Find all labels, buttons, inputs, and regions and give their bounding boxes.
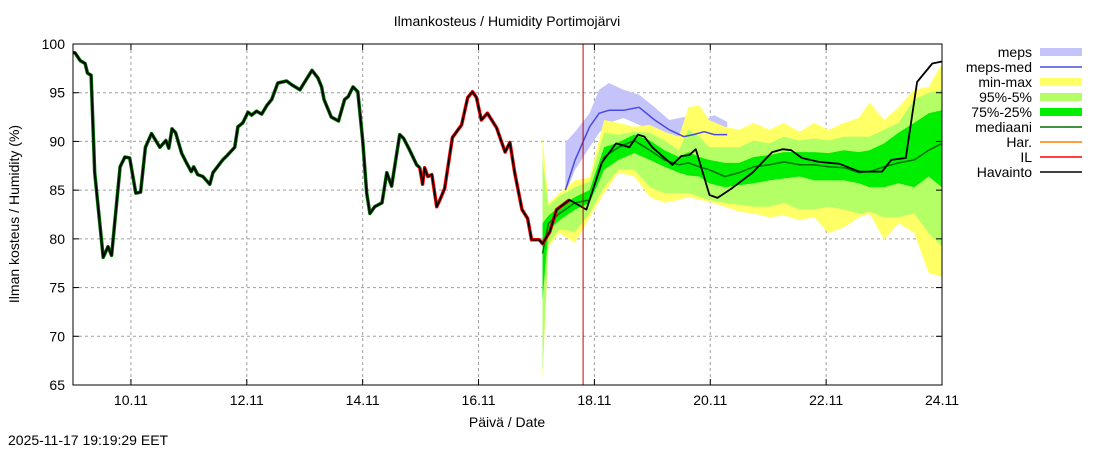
legend-swatch-minmax bbox=[1040, 78, 1082, 86]
legend-label: Har. bbox=[1006, 134, 1032, 150]
legend-label: IL bbox=[1020, 149, 1032, 165]
y-tick-label: 80 bbox=[49, 231, 65, 247]
series-lines bbox=[73, 44, 943, 385]
y-tick-label: 90 bbox=[49, 133, 65, 149]
legend-swatch-p95_5 bbox=[1040, 93, 1082, 101]
legend-label: Havainto bbox=[977, 164, 1032, 180]
x-axis-label: Päivä / Date bbox=[469, 414, 545, 430]
x-tick-label: 18.11 bbox=[577, 392, 611, 408]
y-tick-label: 75 bbox=[49, 280, 65, 296]
timestamp: 2025-11-17 19:19:29 EET bbox=[8, 432, 169, 448]
legend-swatch-meps bbox=[1040, 48, 1082, 56]
legend-label: 75%-25% bbox=[971, 104, 1032, 120]
y-axis-label: Ilman kosteus / Humidity (%) bbox=[6, 125, 22, 303]
x-tick-label: 14.11 bbox=[346, 392, 380, 408]
legend-label: meps-med bbox=[966, 59, 1032, 75]
forecast-bands bbox=[542, 63, 942, 381]
plot-frame bbox=[72, 43, 943, 386]
x-tick-label: 24.11 bbox=[925, 392, 959, 408]
x-tick-label: 22.11 bbox=[809, 392, 843, 408]
y-tick-label: 100 bbox=[42, 36, 66, 52]
chart-title: Ilmankosteus / Humidity Portimojärvi bbox=[394, 13, 620, 29]
y-tick-label: 65 bbox=[49, 377, 65, 393]
p75-25-band bbox=[542, 110, 942, 301]
havainto-line bbox=[73, 51, 943, 259]
x-tick-label: 16.11 bbox=[462, 392, 496, 408]
legend-label: min-max bbox=[978, 74, 1032, 90]
x-tick-label: 20.11 bbox=[693, 392, 727, 408]
x-tick-label: 12.11 bbox=[230, 392, 264, 408]
y-tick-label: 95 bbox=[49, 85, 65, 101]
legend-label: mediaani bbox=[975, 119, 1032, 135]
y-tick-label: 85 bbox=[49, 182, 65, 198]
x-tick-label: 10.11 bbox=[114, 392, 148, 408]
y-tick-label: 70 bbox=[49, 328, 65, 344]
meps-med-line bbox=[564, 106, 728, 191]
axes: 65 70 75 80 85 90 95 100 10.11 12.11 14.11 16.11 18.… bbox=[42, 36, 960, 408]
legend-label: 95%-5% bbox=[979, 89, 1032, 105]
legend-label: meps bbox=[998, 44, 1032, 60]
legend: mepsmeps-medmin-max95%-5%75%-25%mediaani… bbox=[966, 44, 1082, 180]
legend-swatch-p75_25 bbox=[1040, 108, 1082, 116]
grid bbox=[73, 44, 942, 385]
